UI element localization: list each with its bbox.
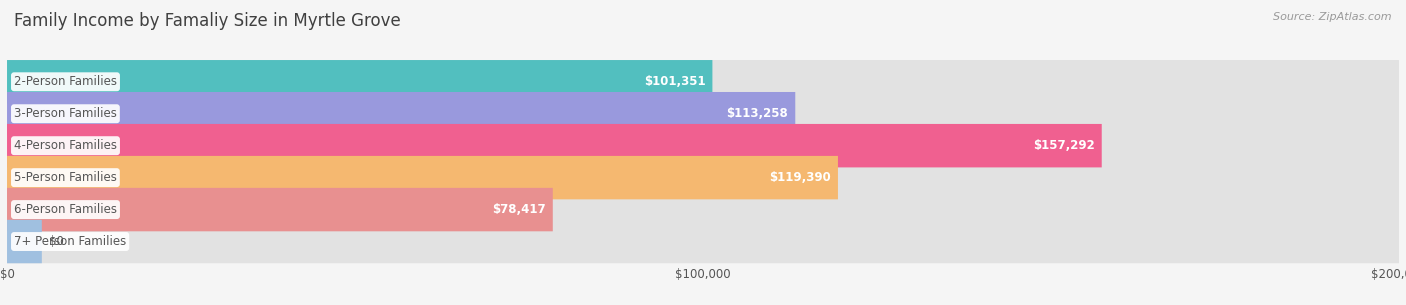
- Text: 7+ Person Families: 7+ Person Families: [14, 235, 127, 248]
- Text: $78,417: $78,417: [492, 203, 546, 216]
- Text: Source: ZipAtlas.com: Source: ZipAtlas.com: [1274, 12, 1392, 22]
- FancyBboxPatch shape: [7, 220, 42, 263]
- Text: 2-Person Families: 2-Person Families: [14, 75, 117, 88]
- FancyBboxPatch shape: [7, 92, 1399, 135]
- FancyBboxPatch shape: [7, 60, 713, 103]
- Text: $157,292: $157,292: [1033, 139, 1095, 152]
- Text: 4-Person Families: 4-Person Families: [14, 139, 117, 152]
- FancyBboxPatch shape: [7, 188, 553, 231]
- Text: 3-Person Families: 3-Person Families: [14, 107, 117, 120]
- Text: $113,258: $113,258: [727, 107, 789, 120]
- Text: 6-Person Families: 6-Person Families: [14, 203, 117, 216]
- FancyBboxPatch shape: [7, 220, 1399, 263]
- Text: $119,390: $119,390: [769, 171, 831, 184]
- FancyBboxPatch shape: [7, 156, 1399, 199]
- FancyBboxPatch shape: [7, 124, 1399, 167]
- Text: $101,351: $101,351: [644, 75, 706, 88]
- FancyBboxPatch shape: [7, 92, 796, 135]
- Text: Family Income by Famaliy Size in Myrtle Grove: Family Income by Famaliy Size in Myrtle …: [14, 12, 401, 30]
- FancyBboxPatch shape: [7, 60, 1399, 103]
- FancyBboxPatch shape: [7, 188, 1399, 231]
- Text: 5-Person Families: 5-Person Families: [14, 171, 117, 184]
- FancyBboxPatch shape: [7, 156, 838, 199]
- Text: $0: $0: [49, 235, 63, 248]
- FancyBboxPatch shape: [7, 124, 1102, 167]
